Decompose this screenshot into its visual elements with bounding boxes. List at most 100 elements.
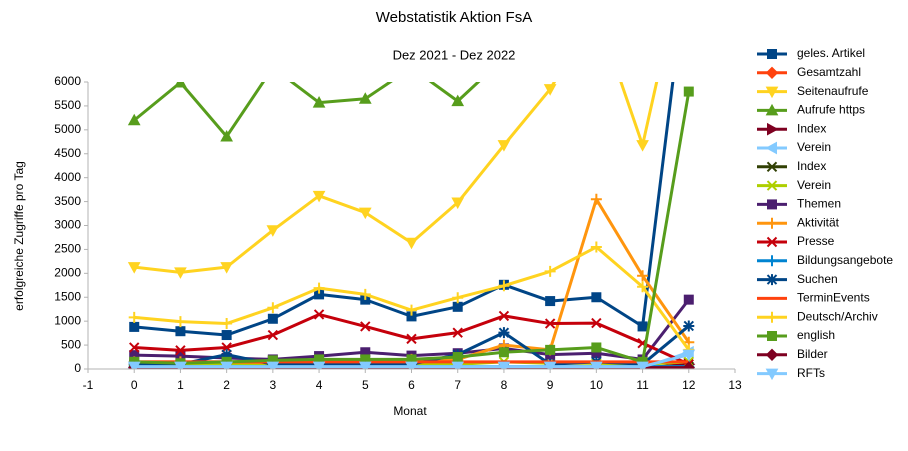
chart-title: Webstatistik Aktion FsA <box>376 9 532 26</box>
legend-label: Suchen <box>797 272 838 286</box>
y-axis-label: erfolgreiche Zugriffe pro Tag <box>12 161 26 311</box>
y-tick-label: 5000 <box>54 122 81 136</box>
marker <box>452 352 463 363</box>
marker <box>498 310 510 322</box>
marker <box>765 66 779 80</box>
legend-label: Index <box>797 121 826 135</box>
marker <box>765 103 779 116</box>
marker <box>591 342 602 353</box>
marker <box>406 333 417 345</box>
marker <box>590 361 603 369</box>
marker <box>221 330 232 341</box>
marker <box>267 62 278 72</box>
x-tick-label: 12 <box>682 378 696 392</box>
marker <box>174 361 187 369</box>
marker <box>636 361 649 369</box>
x-tick-label: 2 <box>223 378 230 392</box>
x-tick-label: 7 <box>454 378 461 392</box>
marker <box>452 327 463 338</box>
legend-label: TerminEvents <box>797 291 870 305</box>
marker <box>766 161 778 173</box>
marker <box>267 313 278 324</box>
y-tick-label: 4000 <box>54 170 81 184</box>
marker <box>127 262 141 274</box>
legend-label: Deutsch/Archiv <box>797 309 878 323</box>
x-tick-label: -1 <box>83 378 94 392</box>
legend-label: Bildungsangebote <box>797 253 893 267</box>
legend-label: Verein <box>797 140 831 154</box>
legend-label: Presse <box>797 234 835 248</box>
y-tick-label: 0 <box>74 361 81 375</box>
marker <box>591 292 602 303</box>
marker <box>175 326 186 337</box>
series-line <box>134 82 659 274</box>
legend-label: Aufrufe https <box>797 103 865 117</box>
marker <box>128 311 140 323</box>
marker <box>451 361 465 369</box>
plot-area <box>127 5 696 369</box>
marker <box>175 345 186 356</box>
marker <box>312 96 326 108</box>
y-tick-label: 1500 <box>54 289 81 303</box>
marker <box>637 5 648 16</box>
marker <box>174 82 187 88</box>
marker <box>451 94 465 107</box>
marker <box>637 321 648 332</box>
marker <box>267 329 279 341</box>
legend-label: RFTs <box>797 366 825 380</box>
marker <box>266 225 280 237</box>
marker <box>766 274 778 286</box>
x-tick-label: 5 <box>362 378 369 392</box>
marker <box>220 262 233 274</box>
marker <box>591 317 602 329</box>
marker <box>590 241 602 253</box>
marker <box>497 140 511 152</box>
legend-label: english <box>797 328 835 342</box>
marker <box>767 122 779 136</box>
legend-label: geles. Artikel <box>797 46 865 60</box>
chart-subtitle: Dez 2021 - Dez 2022 <box>393 47 516 62</box>
marker <box>129 342 140 353</box>
marker <box>405 237 418 250</box>
marker <box>266 361 280 369</box>
marker <box>765 141 777 155</box>
legend-label: Themen <box>797 197 841 211</box>
marker <box>360 321 371 332</box>
y-tick-label: 5500 <box>54 98 81 112</box>
marker <box>544 265 556 277</box>
marker <box>498 327 510 339</box>
marker <box>682 361 695 369</box>
marker <box>358 92 372 104</box>
marker <box>129 321 140 332</box>
y-tick-label: 2000 <box>54 266 81 280</box>
marker <box>766 255 778 267</box>
y-tick-label: 500 <box>61 337 81 351</box>
marker <box>766 311 778 323</box>
x-tick-label: 9 <box>547 378 554 392</box>
marker <box>498 347 509 358</box>
marker <box>313 309 325 320</box>
marker <box>312 190 326 203</box>
legend-label: Bilder <box>797 347 828 361</box>
marker <box>220 129 233 142</box>
marker <box>766 180 778 191</box>
marker <box>765 348 779 362</box>
marker <box>358 207 372 220</box>
marker <box>174 267 187 279</box>
marker <box>545 296 556 307</box>
marker <box>312 361 326 369</box>
x-tick-label: 11 <box>636 378 649 392</box>
legend-label: Index <box>797 159 826 173</box>
legend-label: Gesamtzahl <box>797 65 861 79</box>
marker <box>127 113 141 126</box>
x-tick-label: 8 <box>501 378 508 392</box>
marker <box>127 361 141 369</box>
marker <box>221 349 233 361</box>
marker <box>683 294 694 305</box>
marker <box>406 304 417 316</box>
marker <box>545 5 556 15</box>
marker <box>765 368 779 381</box>
marker <box>358 361 372 369</box>
y-tick-label: 4500 <box>54 146 81 160</box>
